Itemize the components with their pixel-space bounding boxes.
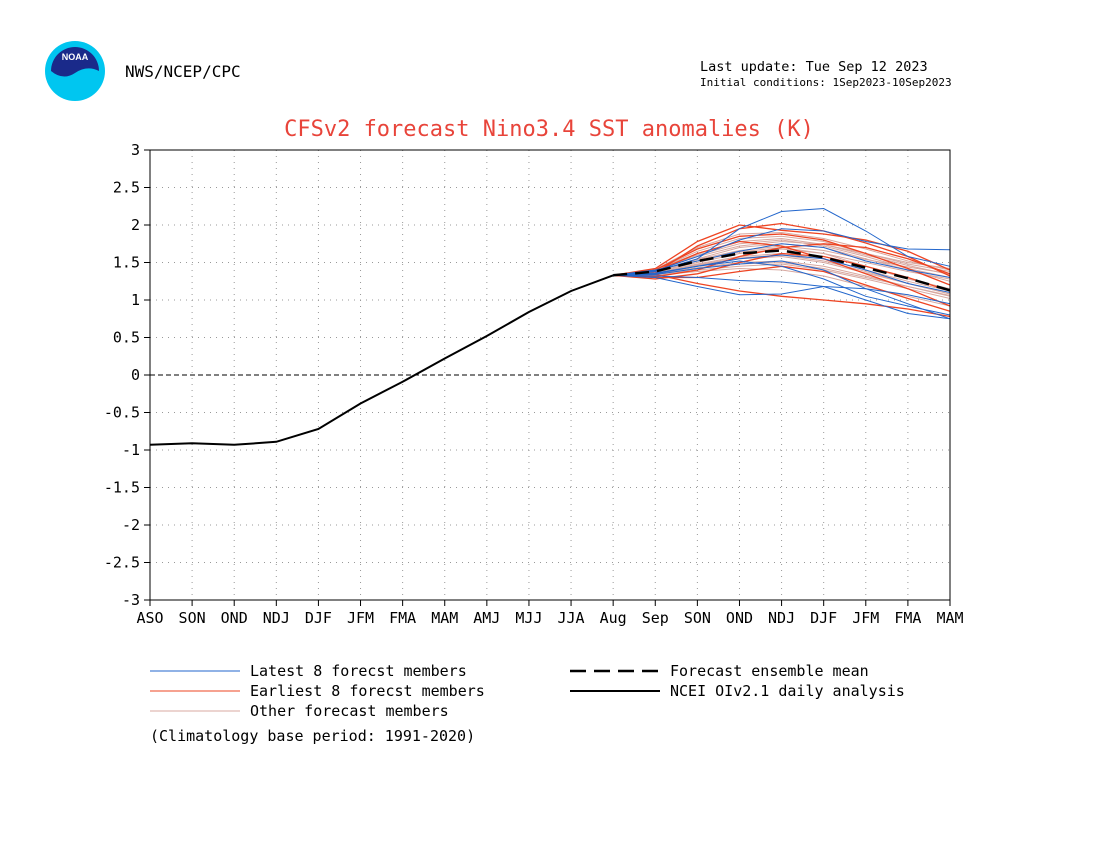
earliest-member-line: [613, 243, 951, 278]
y-tick-label: 2: [131, 216, 140, 234]
earliest-member-line: [613, 233, 951, 286]
x-tick-label: OND: [726, 609, 753, 627]
ensemble-mean-line: [613, 249, 951, 292]
latest-member-line: [613, 274, 951, 305]
latest-member-line: [613, 254, 951, 293]
y-tick-label: -2.5: [104, 554, 140, 572]
y-tick-label: 2.5: [113, 179, 140, 197]
other-member-line: [613, 231, 951, 276]
y-tick-label: -2: [122, 516, 140, 534]
x-tick-label: FMA: [894, 609, 921, 627]
x-tick-label: DJF: [810, 609, 837, 627]
x-tick-label: MJJ: [515, 609, 542, 627]
x-axis: ASO SON OND NDJ DJF JFM FMA MAM AMJ MJJ JJA Aug Sep S…: [136, 600, 964, 627]
x-tick-label: JFM: [852, 609, 879, 627]
y-tick-label: 1: [131, 291, 140, 309]
x-tick-label: JFM: [347, 609, 374, 627]
y-tick-label: -3: [122, 591, 140, 609]
x-tick-label: SON: [684, 609, 711, 627]
x-tick-label: DJF: [305, 609, 332, 627]
x-tick-label: Aug: [600, 609, 627, 627]
x-tick-label: JJA: [558, 609, 585, 627]
y-tick-label: 0.5: [113, 329, 140, 347]
legend: Latest 8 forecst members Earliest 8 fore…: [150, 662, 905, 745]
earliest-member-line: [613, 240, 951, 307]
initial-conditions-text: Initial conditions: 1Sep2023-10Sep2023: [700, 76, 952, 89]
earliest-members-group: [613, 222, 951, 318]
legend-label-other: Other forecast members: [250, 702, 449, 720]
latest-member-line: [613, 228, 951, 276]
last-update-text: Last update: Tue Sep 12 2023: [700, 59, 928, 75]
analysis-group: [149, 274, 614, 446]
x-tick-label: OND: [221, 609, 248, 627]
x-tick-label: MAM: [431, 609, 458, 627]
y-axis: 3 2.5 2 1.5 1 0.5 0 -0.5 -1 -1.5 -2 -2.5 -3: [104, 141, 150, 609]
y-tick-label: 0: [131, 366, 140, 384]
legend-label-mean: Forecast ensemble mean: [670, 662, 869, 680]
latest-member-line: [613, 274, 951, 320]
y-tick-label: -1.5: [104, 479, 140, 497]
x-tick-label: NDJ: [263, 609, 290, 627]
latest-member-line: [613, 260, 951, 320]
legend-label-latest: Latest 8 forecst members: [250, 662, 467, 680]
y-tick-label: -0.5: [104, 404, 140, 422]
legend-label-analysis: NCEI OIv2.1 daily analysis: [670, 682, 905, 700]
y-tick-label: 1.5: [113, 254, 140, 272]
y-tick-label: -1: [122, 441, 140, 459]
latest-member-line: [613, 260, 951, 316]
analysis-line: [149, 274, 614, 446]
climatology-note: (Climatology base period: 1991-2020): [150, 727, 475, 745]
y-tick-label: 3: [131, 141, 140, 159]
earliest-member-line: [613, 222, 951, 277]
x-tick-label: AMJ: [473, 609, 500, 627]
logo-text: NOAA: [62, 52, 89, 62]
ensemble-mean-group: [613, 249, 951, 292]
agency-label: NWS/NCEP/CPC: [125, 62, 241, 81]
legend-label-earliest: Earliest 8 forecst members: [250, 682, 485, 700]
chart-title: CFSv2 forecast Nino3.4 SST anomalies (K): [284, 117, 814, 142]
x-tick-label: ASO: [136, 609, 163, 627]
noaa-logo: NOAA: [45, 41, 105, 101]
x-tick-label: NDJ: [768, 609, 795, 627]
x-tick-label: FMA: [389, 609, 416, 627]
logo-bird-shape: [51, 47, 99, 77]
x-tick-label: SON: [179, 609, 206, 627]
x-tick-label: Sep: [642, 609, 669, 627]
x-tick-label: MAM: [936, 609, 963, 627]
